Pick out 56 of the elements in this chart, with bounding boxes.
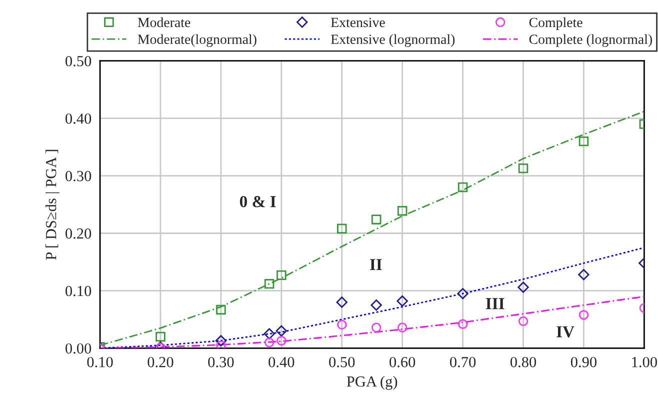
point: [457, 288, 468, 300]
point: [276, 336, 286, 346]
x-tick-label: 0.90: [570, 356, 597, 368]
x-tick-label: 0.70: [450, 356, 476, 368]
x-tick-label: 0.50: [329, 356, 355, 368]
point: [578, 269, 590, 280]
point: [264, 328, 275, 340]
x-tick-label: 0.30: [208, 356, 234, 368]
x-tick-label: 1.00: [632, 356, 657, 368]
point: [397, 206, 408, 216]
point: [518, 163, 528, 174]
point: [370, 299, 382, 311]
point: [458, 319, 468, 329]
point: [215, 335, 227, 346]
point: [264, 278, 274, 289]
annotation: II: [370, 259, 382, 270]
point: [336, 296, 348, 308]
x-axis-title: PGA (g): [346, 376, 398, 390]
x-tick-label: 0.20: [148, 356, 174, 368]
y-tick-label: 0.00: [66, 343, 92, 354]
x-tick-label: 0.10: [87, 356, 113, 368]
point: [337, 320, 347, 330]
x-tick-label: 0.80: [510, 356, 536, 368]
point: [578, 136, 589, 146]
y-tick-label: 0.10: [66, 286, 92, 296]
point: [216, 340, 226, 348]
legend-label: Moderate(lognormal): [138, 34, 256, 47]
point: [458, 182, 468, 192]
annotation: IV: [556, 326, 574, 338]
legend-label: Extensive (lognormal): [330, 34, 455, 47]
point: [337, 224, 347, 234]
y-tick-label: 0.50: [66, 56, 92, 66]
legend-label: Complete (lognormal): [529, 34, 652, 47]
legend-label: Moderate: [138, 17, 190, 28]
point: [156, 332, 166, 342]
y-tick-label: 0.30: [66, 170, 92, 182]
legend-label: Complete: [529, 17, 582, 30]
legend-label: Extensive: [330, 18, 385, 28]
point: [276, 325, 288, 337]
point: [216, 304, 226, 315]
point: [264, 338, 274, 348]
point: [578, 310, 589, 320]
y-tick-label: 0.40: [66, 113, 92, 124]
point: [396, 295, 408, 307]
point: [518, 316, 528, 326]
x-tick-label: 0.40: [268, 356, 294, 368]
y-axis-title: P [ DS≥ds | PGA ]: [45, 150, 60, 260]
point: [518, 282, 529, 293]
y-tick-label: 0.20: [66, 228, 92, 239]
point: [397, 322, 408, 332]
point: [371, 322, 382, 332]
point: [276, 270, 286, 280]
x-tick-label: 0.60: [390, 356, 416, 368]
point: [371, 214, 382, 224]
annotation: 0 & I: [240, 196, 276, 208]
annotation: III: [486, 298, 504, 310]
